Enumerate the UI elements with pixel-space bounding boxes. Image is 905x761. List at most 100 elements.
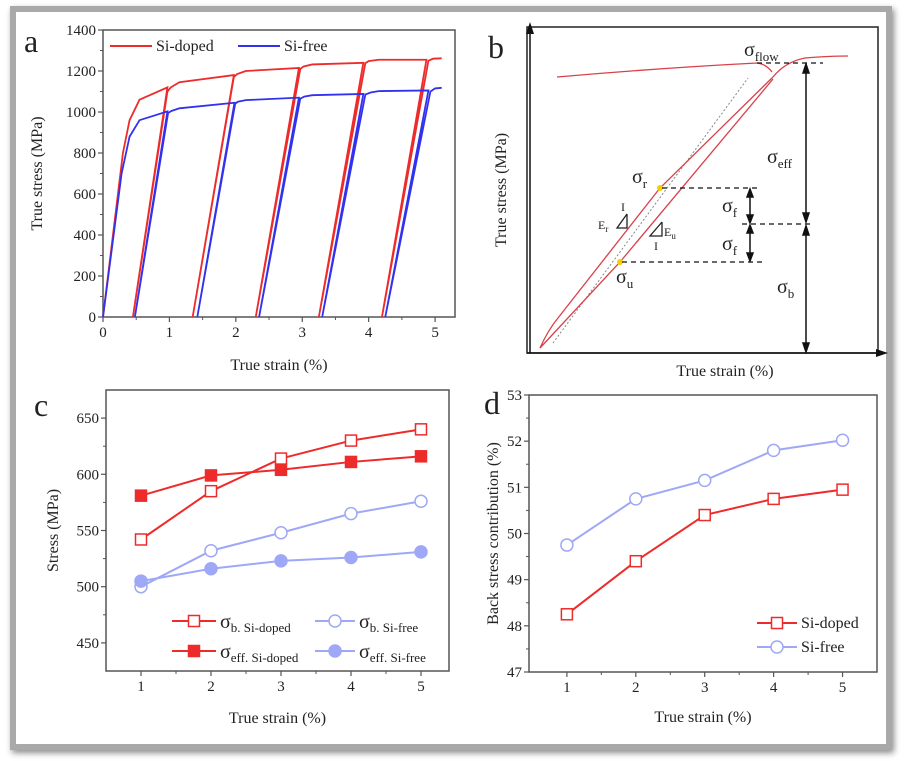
y-tick-label: 0 (89, 310, 97, 326)
unload-curve (539, 78, 774, 349)
legend-symbol: σ (220, 611, 231, 633)
data-point (134, 489, 148, 502)
arrow-head (801, 342, 811, 355)
legend-item: σb. Si-free (315, 611, 418, 635)
plot-frame-b (526, 26, 879, 354)
x-tick-label: 5 (839, 680, 847, 696)
data-point (187, 614, 201, 628)
data-point (835, 433, 850, 447)
data-point (344, 455, 358, 469)
x-tick-label: 2 (632, 680, 640, 696)
data-point (629, 554, 643, 568)
y-tick-label: 600 (77, 467, 100, 483)
y-tick-label: 800 (74, 146, 97, 162)
x-tick-label: 4 (770, 680, 778, 696)
x-tick-label: 2 (207, 679, 215, 695)
series-line (566, 488, 843, 616)
data-point (204, 543, 218, 558)
y-tick-label: 1000 (66, 105, 96, 121)
y-tick-label: 1200 (66, 64, 96, 80)
legend-item: Si-doped (110, 38, 214, 55)
arrow-head (745, 222, 755, 234)
sigma-u-point (617, 259, 623, 265)
data-point (414, 450, 428, 463)
y-tick-label: 50 (507, 527, 522, 543)
panel-letter-d: d (484, 385, 500, 421)
legend-item: σeff. Si-doped (172, 641, 299, 665)
x-tick-label: 4 (347, 679, 355, 695)
arrow-head (801, 61, 811, 74)
x-axis-label: True strain (%) (229, 710, 326, 727)
y-tick-label: 650 (77, 411, 100, 427)
flow-curve-after (772, 55, 849, 78)
data-point (187, 644, 201, 658)
label-sigma-r: σr (632, 166, 648, 191)
series-line (102, 57, 442, 318)
data-point (328, 644, 342, 658)
legend-label: Si-free (284, 38, 328, 55)
legend-symbol: σ (220, 641, 231, 663)
y-tick-label: 500 (77, 580, 100, 596)
data-point (770, 616, 784, 630)
data-point (836, 483, 849, 496)
y-tick-label: 52 (507, 434, 522, 450)
sigma-r-point (657, 185, 663, 191)
legend-label: σb. Si-doped (220, 611, 291, 635)
reload-curve (539, 76, 774, 349)
legend-label: σeff. Si-free (359, 641, 426, 665)
label-sigma-eff: σeff (767, 146, 793, 171)
legend-item: σeff. Si-free (315, 641, 426, 665)
y-tick-label: 49 (507, 573, 522, 589)
slope-triangle-r (615, 213, 628, 229)
y-tick-label: 47 (507, 665, 523, 681)
arrow-head (745, 214, 755, 226)
data-point (414, 494, 428, 509)
data-point (767, 492, 780, 506)
data-point (204, 469, 218, 482)
arrow-head (801, 223, 811, 236)
chart-a: 0 1 2 3 4 5 0 200 400 600 800 1000 1200 1400 True stra… (29, 23, 456, 374)
data-point (560, 608, 574, 621)
y-axis-label: True stress (MPa) (29, 116, 46, 230)
label-sigma-flow: σflow (744, 39, 779, 64)
x-tick-label: 3 (701, 680, 709, 696)
y-tick-label: 450 (77, 636, 100, 652)
legend-subscript: b. Si-free (370, 620, 419, 635)
x-axis-label: True strain (%) (654, 709, 751, 726)
panel-letter-c: c (34, 387, 48, 423)
y-tick-label: 48 (507, 619, 522, 635)
data-point (134, 574, 148, 588)
y-arrow-head (526, 22, 534, 34)
label-E-u: Eu (664, 225, 676, 241)
arrow-head (745, 252, 755, 264)
panel-letter-a: a (24, 23, 38, 59)
data-point (274, 452, 288, 465)
series-2 (134, 494, 428, 594)
y-axis-label-b: True stress (MPa) (493, 133, 510, 247)
legend-item: Si-free (238, 38, 328, 55)
data-point (770, 640, 784, 654)
legend-subscript: eff. Si-free (370, 650, 426, 665)
legend-symbol: σ (359, 641, 370, 663)
y-tick-label: 51 (507, 480, 522, 496)
series-line (102, 86, 442, 318)
label-unit-r: I (621, 200, 625, 214)
x-tick-label: 0 (99, 325, 107, 341)
data-point (204, 561, 218, 576)
legend-d: Si-doped Si-free (757, 615, 859, 656)
elastic-reference-line (552, 77, 749, 344)
y-axis-label: Stress (MPa) (45, 489, 62, 572)
x-tick-label: 1 (137, 679, 145, 695)
data-point (698, 508, 711, 522)
y-tick-label: 550 (77, 524, 100, 540)
series-line (566, 439, 843, 546)
legend-label: σb. Si-free (359, 611, 418, 635)
x-tick-label: 4 (365, 325, 373, 341)
legend-item: Si-free (757, 639, 845, 656)
x-tick-label: 5 (431, 325, 439, 341)
legend-subscript: b. Si-doped (231, 620, 291, 635)
legend-item: σb. Si-doped (172, 611, 291, 635)
label-sigma-f-lower: σf (722, 233, 738, 258)
data-point (344, 434, 358, 447)
